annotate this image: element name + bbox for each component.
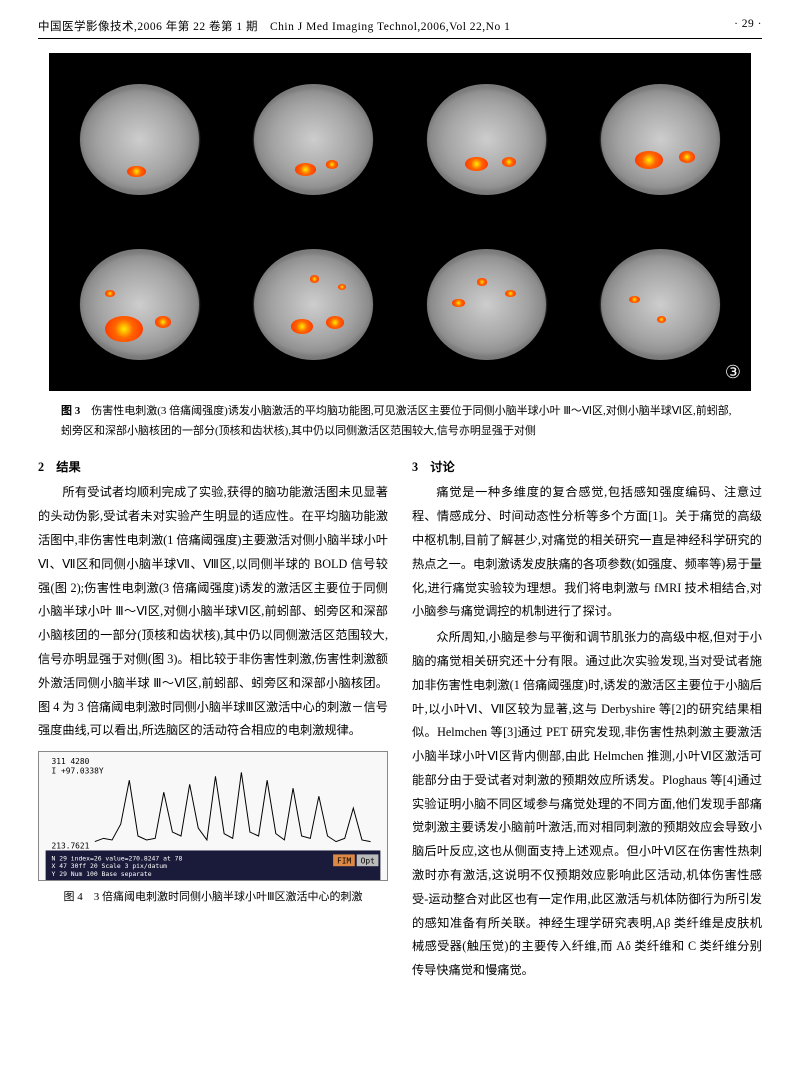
svg-text:FIM: FIM [337, 856, 351, 865]
mri-scan-grid: ③ [49, 53, 751, 391]
activation-spot [629, 296, 640, 303]
activation-spot [679, 151, 695, 163]
chart-footer-1: N 29 index=26 value=270.8247 at 78 [52, 854, 183, 862]
figure-3-caption: 图 3 伤害性电刺激(3 倍痛阈强度)诱发小脑激活的平均脑功能图,可见激活区主要… [49, 401, 751, 442]
activation-spot [155, 316, 171, 328]
discussion-para-2: 众所周知,小脑是参与平衡和调节肌张力的高级中枢,但对于小脑的痛觉相关研究还十分有… [412, 626, 762, 983]
mri-cell-r2c3 [400, 222, 574, 387]
right-column: 3 讨论 痛觉是一种多维度的复合感觉,包括感知强度编码、注意过程、情感成分、时间… [412, 456, 762, 985]
figure-3: ③ 图 3 伤害性电刺激(3 倍痛阈强度)诱发小脑激活的平均脑功能图,可见激活区… [49, 53, 751, 442]
activation-spot [291, 319, 313, 334]
mri-cell-r1c3 [400, 57, 574, 222]
mri-cell-r1c1 [53, 57, 227, 222]
activation-spot [127, 166, 146, 178]
figure-3-label: 图 3 [61, 405, 80, 417]
activation-spot [338, 284, 346, 290]
activation-spot [105, 316, 142, 342]
signal-chart-svg: 311 4280 I +97.0338Y 213.7621 N 29 index… [39, 752, 387, 880]
mri-cell-r1c4 [574, 57, 748, 222]
activation-spot [105, 290, 114, 297]
figure-4-chart: 311 4280 I +97.0338Y 213.7621 N 29 index… [38, 751, 388, 881]
figure-number-icon: ③ [725, 362, 741, 383]
activation-spot [326, 160, 338, 169]
chart-footer-3: Y 29 Num 100 Base separate [52, 870, 152, 878]
chart-y-bottom: 213.7621 [52, 842, 90, 851]
header-left: 中国医学影像技术,2006 年第 22 卷第 1 期 Chin J Med Im… [38, 18, 510, 34]
section-discussion-head: 3 讨论 [412, 456, 762, 480]
mri-cell-r2c4: ③ [574, 222, 748, 387]
activation-spot [477, 278, 486, 285]
chart-y-top: 311 4280 [52, 757, 90, 766]
left-column: 2 结果 所有受试者均顺利完成了实验,获得的脑功能激活图未见显著的头动伪影,受试… [38, 456, 388, 985]
chart-footer-2: X 47 30ff 20 Scale 3 pix/datum [52, 862, 168, 870]
header-page: · 29 · [734, 18, 762, 34]
figure-4-caption: 图 4 3 倍痛阈电刺激时同侧小脑半球小叶Ⅲ区激活中心的刺激 [38, 887, 388, 908]
activation-spot [635, 151, 663, 168]
activation-spot [310, 275, 319, 282]
results-para-1: 所有受试者均顺利完成了实验,获得的脑功能激活图未见显著的头动伪影,受试者未对实验… [38, 481, 388, 743]
signal-line [95, 772, 371, 841]
discussion-para-1: 痛觉是一种多维度的复合感觉,包括感知强度编码、注意过程、情感成分、时间动态性分析… [412, 481, 762, 624]
mri-cell-r2c2 [227, 222, 401, 387]
mri-cell-r1c2 [227, 57, 401, 222]
chart-coord: I +97.0338Y [52, 767, 104, 776]
mri-cell-r2c1 [53, 222, 227, 387]
body-columns: 2 结果 所有受试者均顺利完成了实验,获得的脑功能激活图未见显著的头动伪影,受试… [38, 456, 762, 985]
journal-header: 中国医学影像技术,2006 年第 22 卷第 1 期 Chin J Med Im… [38, 18, 762, 39]
activation-spot [295, 163, 317, 176]
svg-text:Opt: Opt [361, 856, 375, 865]
section-results-head: 2 结果 [38, 456, 388, 480]
